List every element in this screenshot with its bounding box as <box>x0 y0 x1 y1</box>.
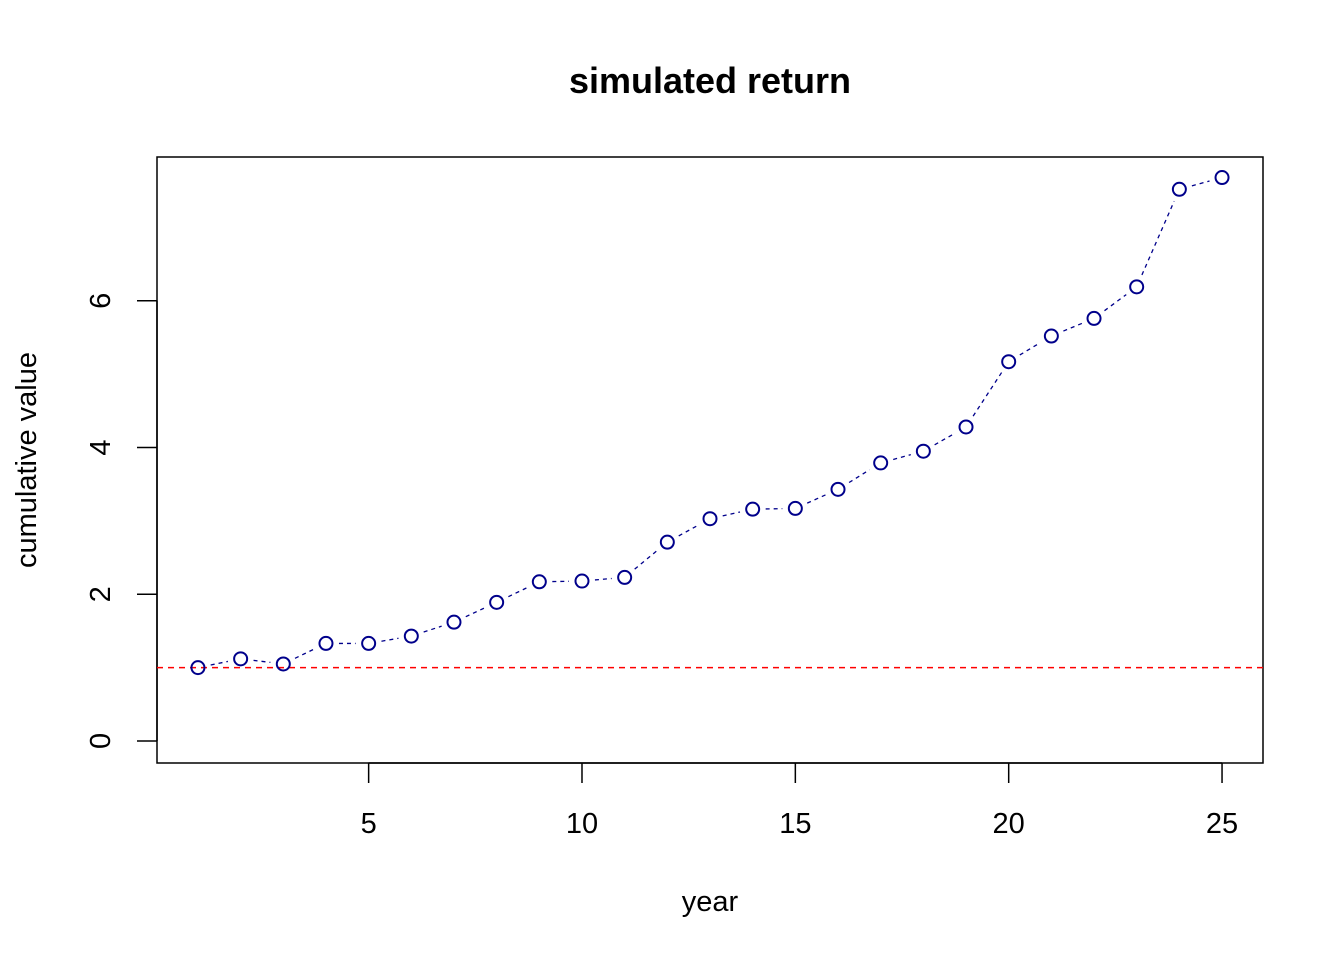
series-0-segment-4 <box>381 637 399 642</box>
data-point-20 <box>1001 354 1017 370</box>
x-tick-label-4: 25 <box>1206 808 1238 840</box>
data-point-22 <box>1086 310 1102 326</box>
data-point-5 <box>361 635 377 651</box>
y-axis-label: cumulative value <box>11 352 43 568</box>
series-0-segment-6 <box>465 607 486 618</box>
series-0-segment-17 <box>934 432 956 446</box>
data-point-11 <box>617 569 633 585</box>
data-point-24 <box>1171 181 1187 197</box>
series-0-segment-15 <box>848 469 870 484</box>
series-0-segment-14 <box>806 494 827 504</box>
data-point-3 <box>275 656 291 672</box>
data-point-13 <box>702 511 718 527</box>
series-0-segment-18 <box>972 372 1003 417</box>
series-0-segment-20 <box>1063 322 1083 332</box>
series-0-segment-2 <box>294 648 315 659</box>
series-0-segment-0 <box>210 660 229 666</box>
series-0-segment-21 <box>1104 294 1127 312</box>
series-0-segment-1 <box>253 659 271 664</box>
series-0-segment-9 <box>594 577 612 581</box>
data-point-4 <box>318 635 334 651</box>
data-point-2 <box>233 651 249 667</box>
x-axis: 5 10 15 20 25 <box>361 762 1238 840</box>
data-point-16 <box>830 481 846 497</box>
series-0-segment-22 <box>1141 200 1175 276</box>
series-0-segment-11 <box>678 524 699 537</box>
y-tick-label-2: 4 <box>85 439 117 455</box>
data-series <box>190 170 1230 676</box>
y-tick-label-0: 0 <box>85 733 117 749</box>
data-point-1 <box>190 660 206 676</box>
chart-title: simulated return <box>569 60 851 101</box>
series-0-segment-10 <box>634 549 658 570</box>
data-point-17 <box>873 455 889 471</box>
series-0-segment-7 <box>508 586 528 598</box>
series-0-segment-5 <box>423 625 442 633</box>
data-point-23 <box>1129 279 1145 295</box>
series-0-segment-23 <box>1191 180 1210 187</box>
data-point-25 <box>1214 170 1230 186</box>
series-0-segment-12 <box>722 511 741 517</box>
x-tick-label-3: 20 <box>993 808 1025 840</box>
y-tick-label-3: 6 <box>85 293 117 309</box>
x-tick-label-0: 5 <box>361 808 377 840</box>
y-axis: 0 2 4 6 <box>85 293 158 749</box>
data-point-9 <box>531 574 547 590</box>
plot-frame <box>156 156 1264 764</box>
data-point-8 <box>489 594 505 610</box>
series-0-segment-19 <box>1019 342 1041 356</box>
data-point-19 <box>958 419 974 435</box>
data-point-15 <box>787 500 803 516</box>
x-tick-label-1: 10 <box>566 808 598 840</box>
x-axis-label: year <box>682 886 739 918</box>
y-tick-label-1: 2 <box>85 586 117 602</box>
data-point-7 <box>446 614 462 630</box>
data-point-14 <box>745 501 761 517</box>
data-point-6 <box>403 628 419 644</box>
data-point-12 <box>659 534 675 550</box>
data-point-10 <box>574 573 590 589</box>
series-0-segment-16 <box>893 454 911 461</box>
data-point-21 <box>1043 328 1059 344</box>
x-tick-label-2: 15 <box>779 808 811 840</box>
data-point-18 <box>915 443 931 459</box>
